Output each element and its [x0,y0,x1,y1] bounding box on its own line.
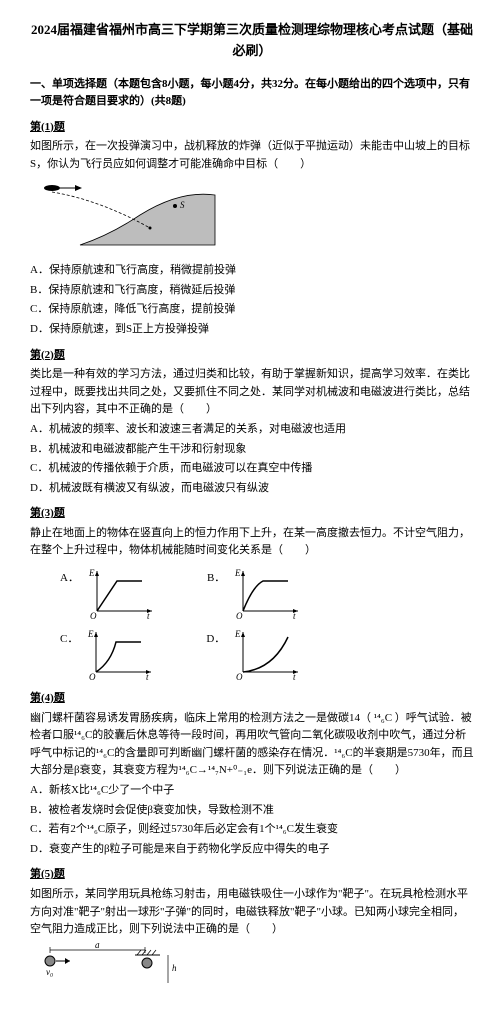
svg-text:O: O [89,672,96,682]
q5-label: 第(5)题 [30,866,474,884]
svg-text:S: S [180,200,185,210]
svg-text:E: E [234,568,241,578]
q1-figure: S [40,180,474,257]
q1-options: A．保持原航速和飞行高度，稍微提前投弹 B．保持原航速和飞行高度，稍微延后投弹 … [30,262,474,338]
svg-text:d: d [95,943,100,950]
svg-text:v₀: v₀ [46,967,53,977]
q3-label: 第(3)题 [30,505,474,523]
q4-options: A．新核X比¹⁴₆C少了一个中子 B．被检者发烧时会促使β衰变加快，导致检测不准… [30,782,474,858]
chart-D-letter: D． [206,627,225,649]
q4-body: 幽门螺杆菌容易诱发胃肠疾病，临床上常用的检测方法之一是做碳14（ ¹⁴₆C ）呼… [30,710,474,780]
q3-charts-row2: C． E O t D． E O t [60,627,474,682]
q2-optA: A．机械波的频率、波长和波速三者满足的关系，对电磁波也适用 [30,421,474,439]
q4-optD: D．衰变产生的β粒子可能是来自于药物化学反应中得失的电子 [30,841,474,859]
chart-C-letter: C． [60,627,78,649]
q3-body: 静止在地面上的物体在竖直向上的恒力作用下上升，在某一高度撤去恒力。不计空气阻力，… [30,525,474,560]
q3-charts-row1: A． E O t B． E O t [60,566,474,621]
q5-figure: v₀ d h [40,943,474,995]
section-header: 一、单项选择题（本题包含8小题，每小题4分，共32分。在每小题给出的四个选项中，… [30,76,474,111]
chart-B-letter: B． [207,566,225,588]
svg-text:E: E [88,568,95,578]
svg-text:E: E [234,629,241,639]
q1-label: 第(1)题 [30,119,474,137]
q1-optB: B．保持原航速和飞行高度，稍微延后投弹 [30,282,474,300]
q4-optA: A．新核X比¹⁴₆C少了一个中子 [30,782,474,800]
chart-D: D． E O t [206,627,303,682]
q4-optB: B．被检者发烧时会促使β衰变加快，导致检测不准 [30,802,474,820]
q2-optC: C．机械波的传播依赖于介质，而电磁波可以在真空中传播 [30,460,474,478]
svg-text:t: t [293,672,296,682]
q1-body: 如图所示，在一次投弹演习中，战机释放的炸弹（近似于平抛运动）未能击中山坡上的目标… [30,138,474,173]
svg-text:t: t [146,672,149,682]
q2-label: 第(2)题 [30,347,474,365]
svg-text:t: t [293,611,296,621]
svg-text:E: E [87,629,94,639]
svg-text:t: t [147,611,150,621]
svg-text:h: h [172,963,177,973]
chart-A: A． E O t [60,566,157,621]
q1-optD: D．保持原航速，到S正上方投弹投弹 [30,321,474,339]
svg-text:O: O [236,672,243,682]
chart-A-letter: A． [60,566,79,588]
q1-optC: C．保持原航速，降低飞行高度，提前投弹 [30,301,474,319]
svg-text:O: O [236,611,243,621]
page-title: 2024届福建省福州市高三下学期第三次质量检测理综物理核心考点试题（基础必刷） [30,20,474,62]
q4-label: 第(4)题 [30,690,474,708]
chart-C: C． E O t [60,627,156,682]
chart-B: B． E O t [207,566,303,621]
q1-optA: A．保持原航速和飞行高度，稍微提前投弹 [30,262,474,280]
svg-text:O: O [90,611,97,621]
q2-optD: D．机械波既有横波又有纵波，而电磁波只有纵波 [30,480,474,498]
q5-body: 如图所示，某同学用玩具枪练习射击，用电磁铁吸住一小球作为"靶子"。在玩具枪检测水… [30,886,474,939]
q4-optC: C．若有2个¹⁴₆C原子，则经过5730年后必定会有1个¹⁴₆C发生衰变 [30,821,474,839]
q2-options: A．机械波的频率、波长和波速三者满足的关系，对电磁波也适用 B．机械波和电磁波都… [30,421,474,497]
q2-optB: B．机械波和电磁波都能产生干涉和衍射现象 [30,441,474,459]
q2-body: 类比是一种有效的学习方法，通过归类和比较，有助于掌握新知识，提高学习效率．在类比… [30,366,474,419]
